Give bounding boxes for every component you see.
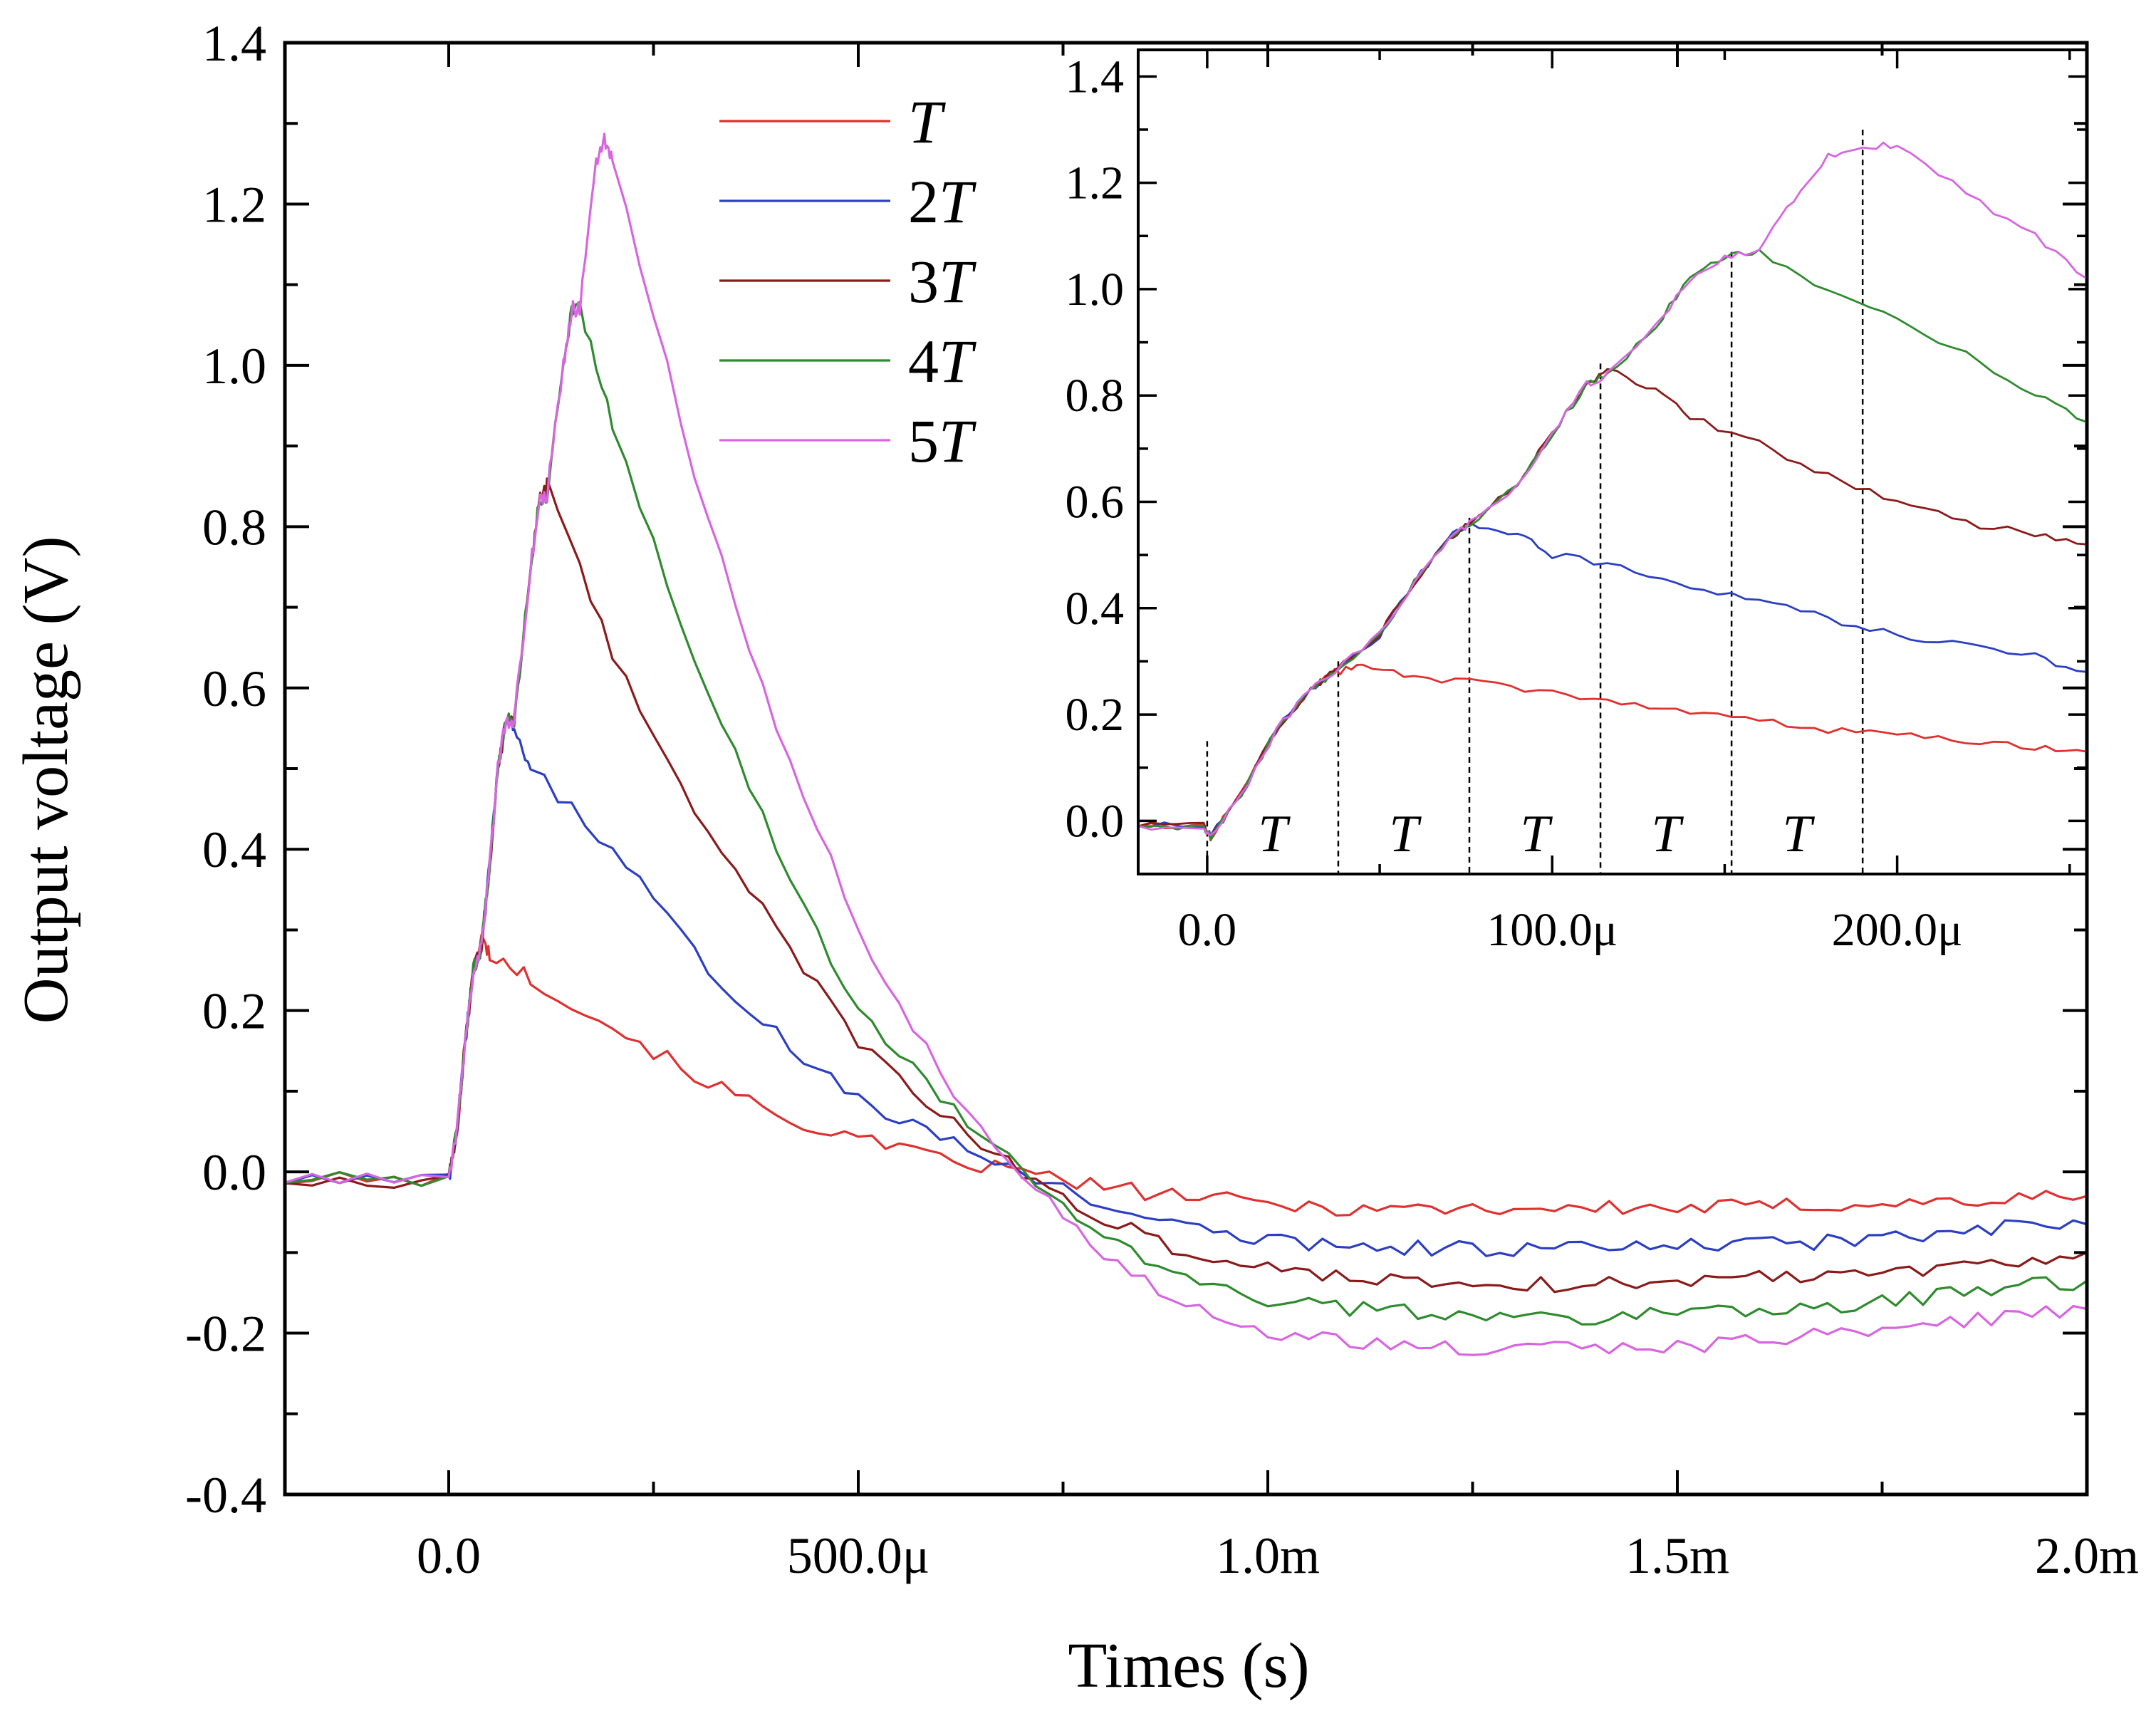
legend-label-3T: 3T xyxy=(908,247,977,316)
inset-x-tick-label: 200.0μ xyxy=(1832,904,1963,956)
inset-period-label: T xyxy=(1520,805,1553,863)
inset-period-label: T xyxy=(1389,805,1422,863)
main-y-tick-label: 1.2 xyxy=(202,176,266,233)
main-y-axis-title: Output voltage (V) xyxy=(11,536,81,1024)
main-x-tick-label: 2.0m xyxy=(2035,1527,2139,1584)
legend-label-symbol: T xyxy=(939,167,977,236)
legend-label-symbol: T xyxy=(939,407,977,475)
legend-label-symbol: T xyxy=(939,327,977,395)
inset-series-layer xyxy=(1137,141,2088,842)
inset-plot: T T T T T 0.0 100.0μ 200.0μ 0.0 0.2 0.4 0.6 0.8 1.0 1… xyxy=(1066,48,2088,956)
main-y-tick-label: -0.4 xyxy=(185,1467,266,1524)
main-y-tick-label: 1.0 xyxy=(202,338,266,395)
main-plot: 0.0 500.0μ 1.0m 1.5m 2.0m-0.4-0.20.00.20.40.… xyxy=(11,15,2139,1701)
main-y-tick-label: 1.4 xyxy=(202,15,266,72)
inset-series-line-5T xyxy=(1137,141,2088,836)
main-y-tick-label: -0.2 xyxy=(185,1306,266,1363)
legend-label-T: T xyxy=(908,88,946,156)
inset-y-tick-label: 0.4 xyxy=(1066,583,1125,635)
inset-period-markers xyxy=(1206,129,1864,874)
inset-plot-frame xyxy=(1137,48,2088,875)
inset-y-tick-label: 1.2 xyxy=(1066,157,1125,209)
legend-label-prefix: 4 xyxy=(908,327,939,395)
main-y-tick-label: 0.4 xyxy=(202,821,266,878)
legend-label-prefix: 5 xyxy=(908,407,939,475)
main-x-tick-label: 0.0 xyxy=(417,1527,481,1584)
inset-ticks-layer: 0.0 100.0μ 200.0μ 0.0 0.2 0.4 0.6 0.8 1.0 1.2 1.4 xyxy=(1066,50,2087,956)
inset-y-tick-label: 0.2 xyxy=(1066,689,1125,741)
legend-label-5T: 5T xyxy=(908,407,977,475)
main-series-line-5T xyxy=(284,132,2088,1356)
main-x-tick-label: 1.0m xyxy=(1216,1527,1320,1584)
legend-label-4T: 4T xyxy=(908,327,977,395)
inset-x-tick-label: 0.0 xyxy=(1178,904,1237,956)
main-y-tick-label: 0.0 xyxy=(202,1144,266,1201)
legend-label-prefix: 3 xyxy=(908,247,939,316)
inset-period-label: T xyxy=(1783,805,1816,863)
legend-label-symbol: T xyxy=(908,88,946,156)
main-ticks-layer: 0.0 500.0μ 1.0m 1.5m 2.0m-0.4-0.20.00.20.40.… xyxy=(185,15,2139,1584)
inset-x-tick-label: 100.0μ xyxy=(1486,904,1618,956)
inset-y-tick-label: 1.0 xyxy=(1066,264,1125,316)
legend-label-prefix: 2 xyxy=(908,167,939,236)
main-x-tick-label: 500.0μ xyxy=(787,1527,930,1584)
main-y-tick-label: 0.8 xyxy=(202,499,266,556)
main-y-tick-label: 0.6 xyxy=(202,660,266,717)
main-y-tick-label: 0.2 xyxy=(202,983,266,1040)
inset-period-label: T xyxy=(1258,805,1291,863)
inset-series-line-4T xyxy=(1138,249,2088,841)
inset-y-tick-label: 1.4 xyxy=(1066,51,1125,103)
inset-y-tick-label: 0.0 xyxy=(1066,795,1125,847)
inset-period-label: T xyxy=(1651,805,1684,863)
legend-label-2T: 2T xyxy=(908,167,977,236)
inset-y-tick-label: 0.8 xyxy=(1066,370,1125,422)
main-x-tick-label: 1.5m xyxy=(1625,1527,1729,1584)
inset-y-tick-label: 0.6 xyxy=(1066,476,1125,528)
legend-label-symbol: T xyxy=(939,247,977,316)
main-series-layer xyxy=(284,132,2088,1356)
main-x-axis-title: Times (s) xyxy=(1068,1631,1309,1701)
